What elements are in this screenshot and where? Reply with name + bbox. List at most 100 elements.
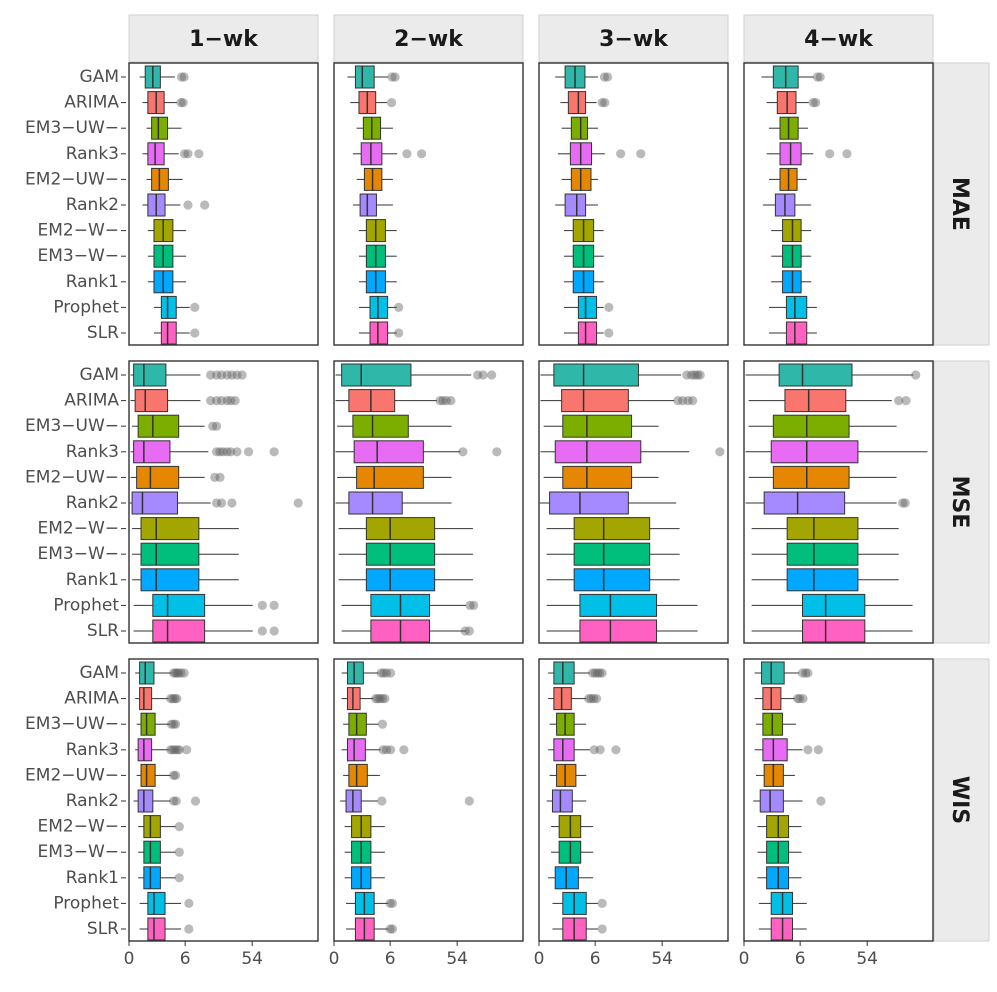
- outlier-point: [170, 719, 181, 729]
- y-tick-label: Rank3: [66, 740, 119, 760]
- box-em2-w-: [563, 219, 604, 243]
- box-em2-uw-: [337, 465, 452, 489]
- outlier-point: [686, 370, 697, 380]
- y-tick-label: Prophet: [53, 595, 119, 615]
- y-tick-label: Rank1: [66, 570, 119, 590]
- outlier-point: [168, 719, 179, 729]
- outlier-point: [604, 328, 614, 338]
- outlier-point: [386, 98, 397, 108]
- box-gam: [341, 661, 396, 685]
- outlier-point: [211, 498, 222, 508]
- y-tick-label: Rank2: [66, 493, 119, 513]
- y-tick-label: Rank2: [66, 195, 119, 215]
- box-rank2: [753, 789, 826, 813]
- outlier-point: [795, 694, 805, 704]
- outlier-point: [184, 924, 194, 934]
- box-em3-w-: [751, 542, 899, 566]
- outlier-point: [678, 396, 688, 406]
- box-slr: [552, 917, 607, 941]
- box-iqr: [160, 295, 177, 319]
- outlier-point: [597, 98, 607, 108]
- box-arima: [540, 389, 698, 413]
- box-iqr: [802, 619, 866, 643]
- box-rank2: [129, 491, 303, 515]
- outlier-point: [386, 745, 396, 755]
- box-arima: [335, 389, 456, 413]
- box-iqr: [772, 414, 850, 438]
- outlier-point: [584, 694, 594, 704]
- outlier-point: [377, 694, 388, 704]
- outlier-point: [816, 796, 826, 806]
- box-iqr: [345, 789, 362, 813]
- box-prophet: [133, 593, 279, 617]
- outlier-point: [586, 694, 596, 704]
- box-em2-uw-: [748, 465, 897, 489]
- outlier-point: [394, 328, 404, 338]
- outlier-point: [599, 72, 610, 82]
- outlier-point: [170, 694, 180, 704]
- outlier-point: [179, 72, 189, 82]
- box-prophet: [563, 295, 614, 319]
- box-gam: [139, 65, 189, 89]
- outlier-point: [200, 200, 210, 210]
- box-iqr: [802, 593, 866, 617]
- box-slr: [133, 619, 279, 643]
- box-iqr: [784, 389, 847, 413]
- y-tick-label: ARIMA: [64, 689, 119, 709]
- y-tick-label: Prophet: [53, 893, 119, 913]
- outlier-point: [394, 302, 404, 312]
- outlier-point: [381, 668, 392, 678]
- outlier-point: [378, 745, 388, 755]
- y-tick-label: SLR: [87, 323, 119, 343]
- outlier-point: [487, 370, 497, 380]
- outlier-point: [257, 600, 267, 611]
- row-strip-label: WIS: [947, 776, 972, 824]
- outlier-point: [168, 745, 178, 755]
- y-tick-label: Rank2: [66, 791, 119, 811]
- box-iqr: [577, 295, 598, 319]
- box-iqr: [341, 363, 412, 387]
- box-arima: [142, 91, 188, 115]
- box-gam: [548, 661, 607, 685]
- y-tick-label: EM2−W−: [37, 817, 119, 837]
- box-iqr: [147, 142, 165, 166]
- box-iqr: [133, 440, 171, 464]
- outlier-point: [172, 745, 183, 755]
- box-prophet: [552, 891, 607, 915]
- box-arima: [130, 389, 240, 413]
- outlier-point: [179, 668, 189, 678]
- outlier-point: [690, 370, 700, 380]
- panel-mse-4-wk: [743, 360, 934, 644]
- box-rank2: [340, 789, 474, 813]
- box-rank3: [352, 142, 427, 166]
- outlier-point: [269, 600, 279, 611]
- box-iqr: [554, 440, 642, 464]
- box-em3-w-: [563, 244, 604, 268]
- box-iqr: [133, 363, 167, 387]
- outlier-point: [181, 745, 192, 755]
- box-iqr: [354, 65, 375, 89]
- outlier-point: [894, 396, 904, 406]
- row-strip: [933, 658, 990, 942]
- outlier-point: [692, 370, 703, 380]
- column-strip: [333, 14, 524, 63]
- box-em2-uw-: [756, 763, 795, 787]
- outlier-point: [215, 472, 225, 482]
- outlier-point: [688, 396, 698, 406]
- box-iqr: [759, 789, 784, 813]
- outlier-point: [458, 447, 468, 457]
- y-tick-label: EM3−W−: [37, 842, 119, 862]
- outlier-point: [174, 745, 184, 755]
- outlier-point: [592, 668, 603, 678]
- outlier-point: [190, 302, 200, 312]
- panel-wis-4-wk: [743, 658, 934, 942]
- box-iqr: [561, 389, 629, 413]
- y-tick-label: EM2−W−: [37, 221, 119, 241]
- outlier-point: [293, 498, 303, 508]
- box-iqr: [573, 542, 651, 566]
- box-rank2: [555, 193, 598, 217]
- box-iqr: [140, 568, 200, 592]
- box-prophet: [768, 295, 817, 319]
- box-rank2: [142, 193, 210, 217]
- x-tick-label: 6: [385, 949, 396, 969]
